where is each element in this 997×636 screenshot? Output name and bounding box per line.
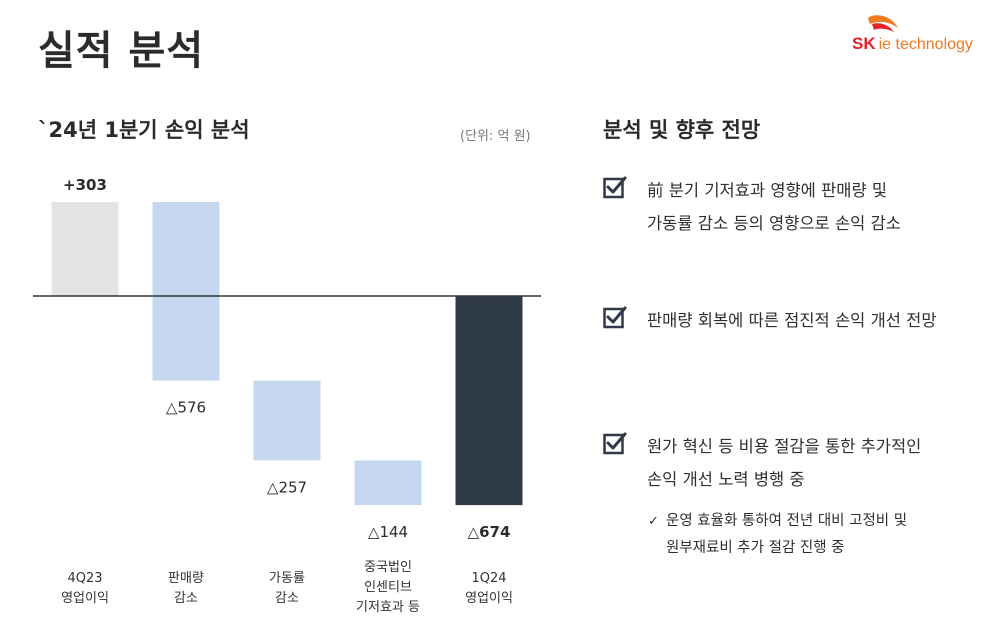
chart-title: `24년 1분기 손익 분석 (38, 118, 250, 142)
category-label: 인센티브 (364, 580, 412, 595)
sub-bullet-line: 원부재료비 추가 절감 진행 중 (666, 540, 845, 556)
check-mark-icon: ✓ (648, 514, 659, 529)
checkbox-check-icon (603, 176, 627, 199)
outlook-title: 분석 및 향후 전망 (603, 118, 761, 142)
waterfall-bar (354, 460, 422, 506)
category-label: 기저효과 등 (356, 600, 420, 615)
waterfall-bar (51, 202, 119, 296)
waterfall-bar (455, 296, 523, 506)
category-label: 중국법인 (364, 560, 412, 575)
waterfall-bar (253, 380, 321, 461)
bar-value-label: △576 (166, 399, 206, 417)
bar-value-label: +303 (63, 176, 107, 194)
checkbox-check-icon (603, 432, 627, 455)
bar-value-label: △674 (468, 523, 511, 541)
bullet-line: 원가 혁신 등 비용 절감을 통한 추가적인 (647, 437, 922, 456)
unit-note: (단위: 억 원) (460, 129, 531, 144)
bar-value-label: △257 (267, 478, 307, 496)
logo-swoosh-icon (868, 15, 898, 32)
category-label: 가동률 (269, 571, 305, 586)
bullet-line: 前 분기 기저효과 영향에 판매량 및 (647, 181, 888, 200)
bar-value-label: △144 (368, 523, 408, 541)
bullet-line: 가동률 감소 등의 영향으로 손익 감소 (647, 214, 901, 233)
waterfall-bar (152, 202, 220, 381)
category-label: 감소 (275, 591, 299, 606)
category-label: 4Q23 (67, 571, 102, 586)
page-title: 실적 분석 (38, 28, 205, 74)
company-logo: SK ie technology (852, 14, 992, 56)
category-label: 영업이익 (61, 591, 109, 606)
category-label: 판매량 (168, 571, 204, 586)
logo-sk-text: SK (852, 34, 876, 53)
category-label: 영업이익 (465, 591, 513, 606)
bullet-line: 손익 개선 노력 병행 중 (647, 470, 805, 489)
sub-bullet-line: 운영 효율화 통하여 전년 대비 고정비 및 (666, 513, 908, 529)
category-label: 감소 (174, 591, 198, 606)
logo-brand-text: ie technology (878, 36, 973, 53)
category-label: 1Q24 (471, 571, 506, 586)
checkbox-check-icon (603, 306, 627, 329)
bullet-line: 판매량 회복에 따른 점진적 손익 개선 전망 (647, 311, 937, 330)
